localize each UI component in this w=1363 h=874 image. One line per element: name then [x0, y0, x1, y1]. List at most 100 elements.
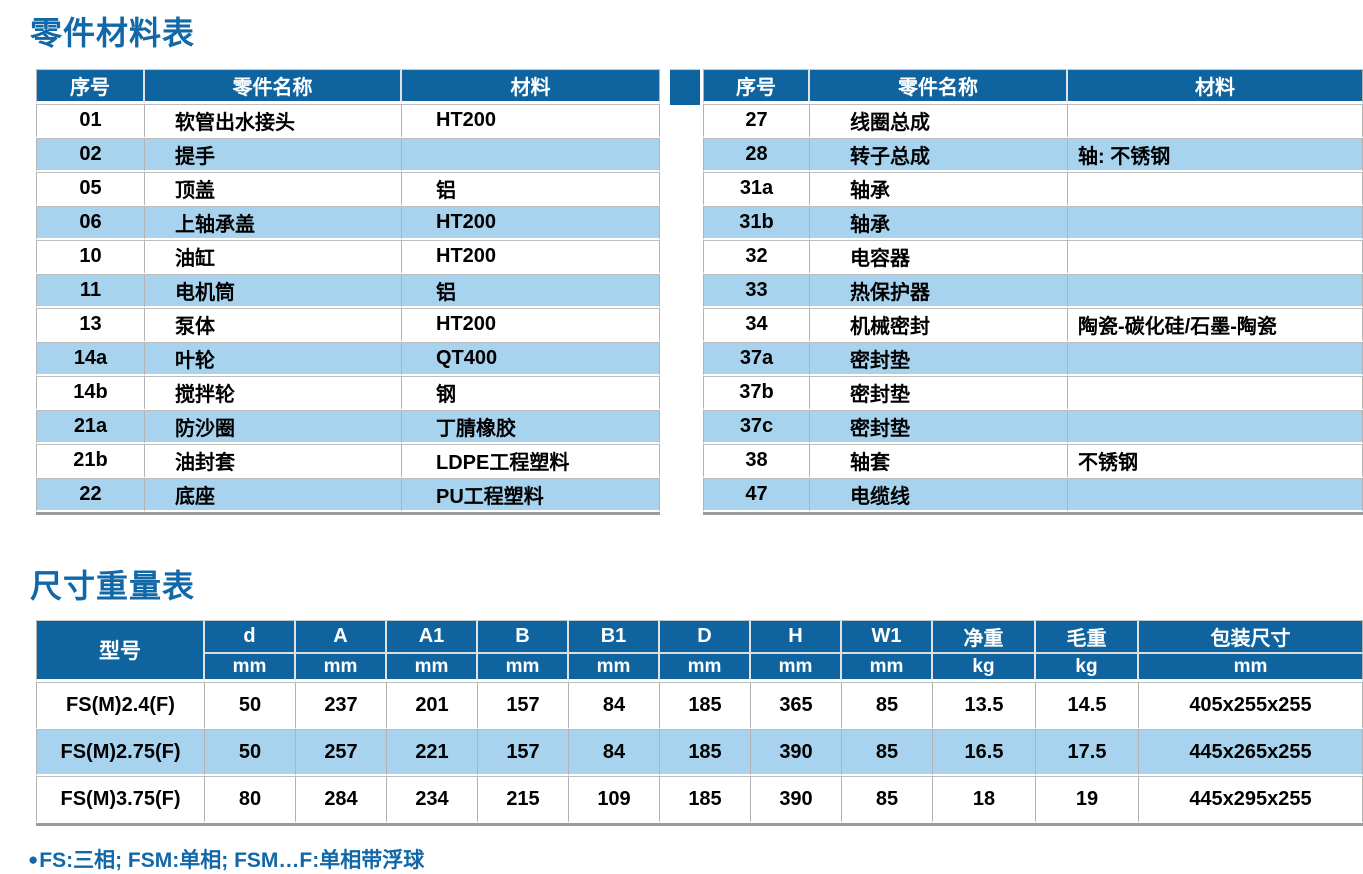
part-name-cell: 防沙圈 [145, 410, 402, 444]
unit-cell: mm [1139, 654, 1363, 682]
value-cell: 85 [842, 682, 933, 729]
material-cell [1068, 104, 1363, 138]
table-row: 32 电容器 [703, 240, 1363, 274]
part-name-cell: 提手 [145, 138, 402, 172]
col-header-gross-weight: 毛重 [1036, 620, 1139, 654]
part-name-cell: 轴套 [810, 444, 1068, 478]
serial-cell: 38 [703, 444, 810, 478]
unit-cell: kg [933, 654, 1036, 682]
table-row: 01 软管出水接头 HT200 [36, 104, 660, 138]
serial-cell: 10 [36, 240, 145, 274]
material-cell: 轴: 不锈钢 [1068, 138, 1363, 172]
table-row: 47 电缆线 [703, 478, 1363, 512]
value-cell: 109 [569, 776, 660, 823]
part-name-cell: 电缆线 [810, 478, 1068, 512]
value-cell: 215 [478, 776, 569, 823]
table-row: 13 泵体 HT200 [36, 308, 660, 342]
value-cell: 405x255x255 [1139, 682, 1363, 729]
value-cell: 221 [387, 729, 478, 776]
value-cell: 18 [933, 776, 1036, 823]
model-cell: FS(M)2.75(F) [36, 729, 205, 776]
part-name-cell: 热保护器 [810, 274, 1068, 308]
value-cell: 50 [205, 729, 296, 776]
col-header-H: H [751, 620, 842, 654]
table-row: 14a 叶轮 QT400 [36, 342, 660, 376]
col-header-name: 零件名称 [145, 69, 402, 104]
table-row: FS(M)2.75(F) 50 257 221 157 84 185 390 8… [36, 729, 1363, 776]
material-cell [1068, 410, 1363, 444]
material-cell: HT200 [402, 240, 660, 274]
material-cell: 铝 [402, 274, 660, 308]
value-cell: 445x295x255 [1139, 776, 1363, 823]
value-cell: 185 [660, 682, 751, 729]
col-header-model: 型号 [36, 620, 205, 682]
material-cell: 铝 [402, 172, 660, 206]
value-cell: 17.5 [1036, 729, 1139, 776]
unit-cell: mm [660, 654, 751, 682]
parts-tables-section: 序号 零件名称 材料 01 软管出水接头 HT200 02 提手 05 顶盖铝 06 上轴… [36, 69, 1363, 515]
col-header-material: 材料 [1068, 69, 1363, 104]
serial-cell: 02 [36, 138, 145, 172]
table-row: 33 热保护器 [703, 274, 1363, 308]
table-row: FS(M)2.4(F) 50 237 201 157 84 185 365 85… [36, 682, 1363, 729]
value-cell: 84 [569, 682, 660, 729]
material-cell [1068, 376, 1363, 410]
value-cell: 390 [751, 729, 842, 776]
part-name-cell: 油封套 [145, 444, 402, 478]
model-legend: ●FS:三相; FSM:单相; FSM…F:单相带浮球 [28, 844, 1363, 874]
table-row: 37a 密封垫 [703, 342, 1363, 376]
col-header-name: 零件名称 [810, 69, 1068, 104]
col-header-no: 序号 [36, 69, 145, 104]
table-row: 02 提手 [36, 138, 660, 172]
part-name-cell: 电容器 [810, 240, 1068, 274]
value-cell: 84 [569, 729, 660, 776]
col-header-A1: A1 [387, 620, 478, 654]
header-row: 序号 零件名称 材料 [36, 69, 660, 104]
model-cell: FS(M)2.4(F) [36, 682, 205, 729]
material-cell [1068, 274, 1363, 308]
value-cell: 19 [1036, 776, 1139, 823]
material-cell: QT400 [402, 342, 660, 376]
col-header-D: D [660, 620, 751, 654]
serial-cell: 31b [703, 206, 810, 240]
model-cell: FS(M)3.75(F) [36, 776, 205, 823]
value-cell: 185 [660, 776, 751, 823]
serial-cell: 28 [703, 138, 810, 172]
unit-cell: kg [1036, 654, 1139, 682]
part-name-cell: 搅拌轮 [145, 376, 402, 410]
unit-cell: mm [387, 654, 478, 682]
serial-cell: 37b [703, 376, 810, 410]
part-name-cell: 机械密封 [810, 308, 1068, 342]
value-cell: 234 [387, 776, 478, 823]
col-header-package-size: 包装尺寸 [1139, 620, 1363, 654]
unit-cell: mm [842, 654, 933, 682]
value-cell: 80 [205, 776, 296, 823]
table-row: 37b 密封垫 [703, 376, 1363, 410]
value-cell: 284 [296, 776, 387, 823]
part-name-cell: 密封垫 [810, 376, 1068, 410]
unit-cell: mm [569, 654, 660, 682]
col-header-no: 序号 [703, 69, 810, 104]
table-row: 06 上轴承盖 HT200 [36, 206, 660, 240]
material-cell: 不锈钢 [1068, 444, 1363, 478]
unit-cell: mm [478, 654, 569, 682]
part-name-cell: 油缸 [145, 240, 402, 274]
value-cell: 16.5 [933, 729, 1036, 776]
table-row: 21a 防沙圈 丁腈橡胶 [36, 410, 660, 444]
value-cell: 445x265x255 [1139, 729, 1363, 776]
serial-cell: 11 [36, 274, 145, 308]
col-header-material: 材料 [402, 69, 660, 104]
value-cell: 157 [478, 682, 569, 729]
col-header-net-weight: 净重 [933, 620, 1036, 654]
model-legend-text: FS:三相; FSM:单相; FSM…F:单相带浮球 [39, 849, 425, 872]
material-cell: 钢 [402, 376, 660, 410]
table-row: 22 底座 PU工程塑料 [36, 478, 660, 512]
part-name-cell: 叶轮 [145, 342, 402, 376]
parts-table-right: 序号 零件名称 材料 27 线圈总成 28 转子总成 轴: 不锈钢 31a 轴承 31b… [703, 69, 1363, 515]
col-header-A: A [296, 620, 387, 654]
table-row: 27 线圈总成 [703, 104, 1363, 138]
value-cell: 85 [842, 776, 933, 823]
material-cell [402, 138, 660, 172]
material-cell: HT200 [402, 308, 660, 342]
serial-cell: 37c [703, 410, 810, 444]
